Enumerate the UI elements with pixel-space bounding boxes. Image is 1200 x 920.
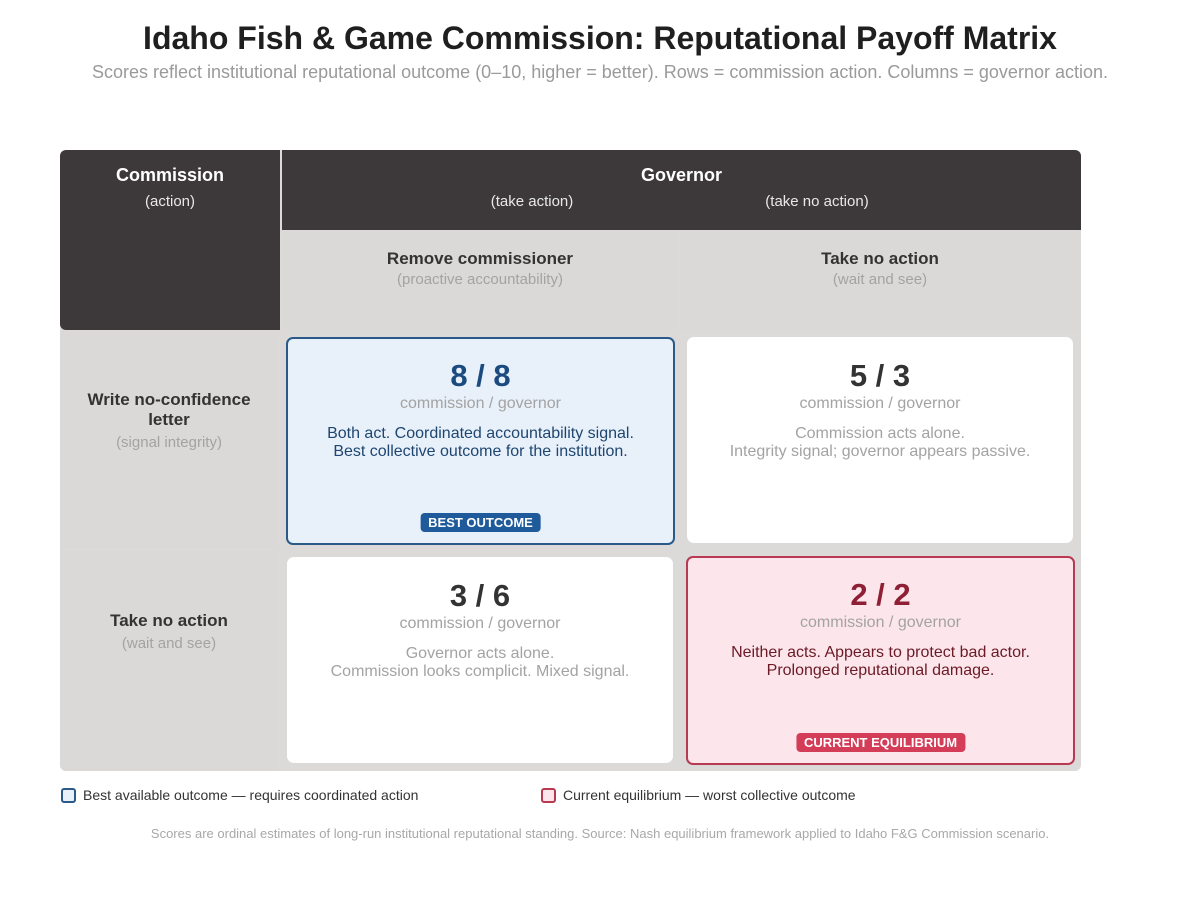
- payoff-label: commission / governor: [799, 395, 961, 412]
- legend-best-swatch: [61, 787, 76, 803]
- payoff-score: 8 / 8: [450, 358, 511, 393]
- commission-header-sub: (action): [144, 193, 196, 210]
- payoff-description-line: Prolonged reputational damage.: [766, 662, 995, 679]
- governor-header-title: Governor: [640, 165, 723, 185]
- column-header-sub: (wait and see): [832, 271, 928, 288]
- payoff-description-line: Both act. Coordinated accountability sig…: [327, 425, 634, 442]
- legend-equilibrium: Current equilibrium — worst collective o…: [541, 787, 856, 803]
- row-header-sub: (wait and see): [121, 635, 217, 652]
- row-header-letter: Write no-confidence letter (signal integ…: [60, 332, 278, 548]
- footnote: Scores are ordinal estimates of long-run…: [150, 826, 1050, 841]
- payoff-score: 3 / 6: [449, 578, 511, 613]
- payoff-cell-neither-acts: 2 / 2 commission / governor Neither acts…: [686, 556, 1075, 765]
- payoff-score: 5 / 3: [849, 358, 911, 393]
- legend-best-label: Best available outcome — requires coordi…: [83, 787, 419, 803]
- governor-header: Governor (take action) (take no action): [282, 150, 1081, 230]
- commission-header-title: Commission: [115, 165, 225, 185]
- payoff-label: commission / governor: [399, 615, 561, 632]
- payoff-label: commission / governor: [400, 395, 561, 412]
- column-header-label: Remove commissioner: [386, 249, 574, 268]
- payoff-description-line: Integrity signal; governor appears passi…: [729, 443, 1031, 460]
- payoff-description-line: Neither acts. Appears to protect bad act…: [731, 644, 1030, 661]
- payoff-cell-both-act: 8 / 8 commission / governor Both act. Co…: [286, 337, 675, 545]
- payoff-description-line: Best collective outcome for the institut…: [333, 443, 628, 460]
- legend-equilibrium-swatch: [541, 787, 556, 803]
- payoff-label: commission / governor: [800, 614, 961, 631]
- payoff-description: Both act. Coordinated accountability sig…: [288, 425, 673, 461]
- governor-header-sub-right: (take no action): [765, 193, 869, 210]
- legend-equilibrium-label: Current equilibrium — worst collective o…: [563, 787, 856, 803]
- page-title: Idaho Fish & Game Commission: Reputation…: [143, 20, 1057, 56]
- row-header-label: Take no action: [110, 611, 228, 630]
- payoff-description: Neither acts. Appears to protect bad act…: [688, 644, 1073, 680]
- payoff-cell-commission-alone: 5 / 3 commission / governor Commission a…: [687, 337, 1073, 543]
- payoff-description: Commission acts alone. Integrity signal;…: [687, 425, 1073, 461]
- payoff-description-line: Commission acts alone.: [795, 425, 965, 442]
- payoff-description: Governor acts alone. Commission looks co…: [287, 645, 673, 681]
- commission-header: Commission (action): [60, 150, 280, 330]
- column-header-label: Take no action: [821, 249, 939, 268]
- governor-header-sub-left: (take action): [490, 193, 574, 210]
- payoff-description-line: Commission looks complicit. Mixed signal…: [330, 663, 630, 680]
- column-header-sub: (proactive accountability): [397, 271, 563, 288]
- payoff-description-line: Governor acts alone.: [405, 645, 555, 662]
- current-equilibrium-badge: CURRENT EQUILIBRIUM: [795, 733, 966, 752]
- row-header-no-action: Take no action (wait and see): [60, 551, 278, 771]
- payoff-cell-governor-alone: 3 / 6 commission / governor Governor act…: [287, 557, 673, 763]
- legend-best: Best available outcome — requires coordi…: [61, 787, 418, 803]
- row-header-sub: (signal integrity): [116, 434, 222, 451]
- best-outcome-badge: BEST OUTCOME: [420, 513, 541, 532]
- column-header-no-action: Take no action (wait and see): [681, 230, 1079, 330]
- payoff-score: 2 / 2: [850, 577, 911, 612]
- column-header-remove: Remove commissioner (proactive accountab…: [282, 230, 678, 330]
- page-subtitle: Scores reflect institutional reputationa…: [91, 62, 1108, 82]
- row-header-label: Write no-confidence letter: [87, 390, 251, 429]
